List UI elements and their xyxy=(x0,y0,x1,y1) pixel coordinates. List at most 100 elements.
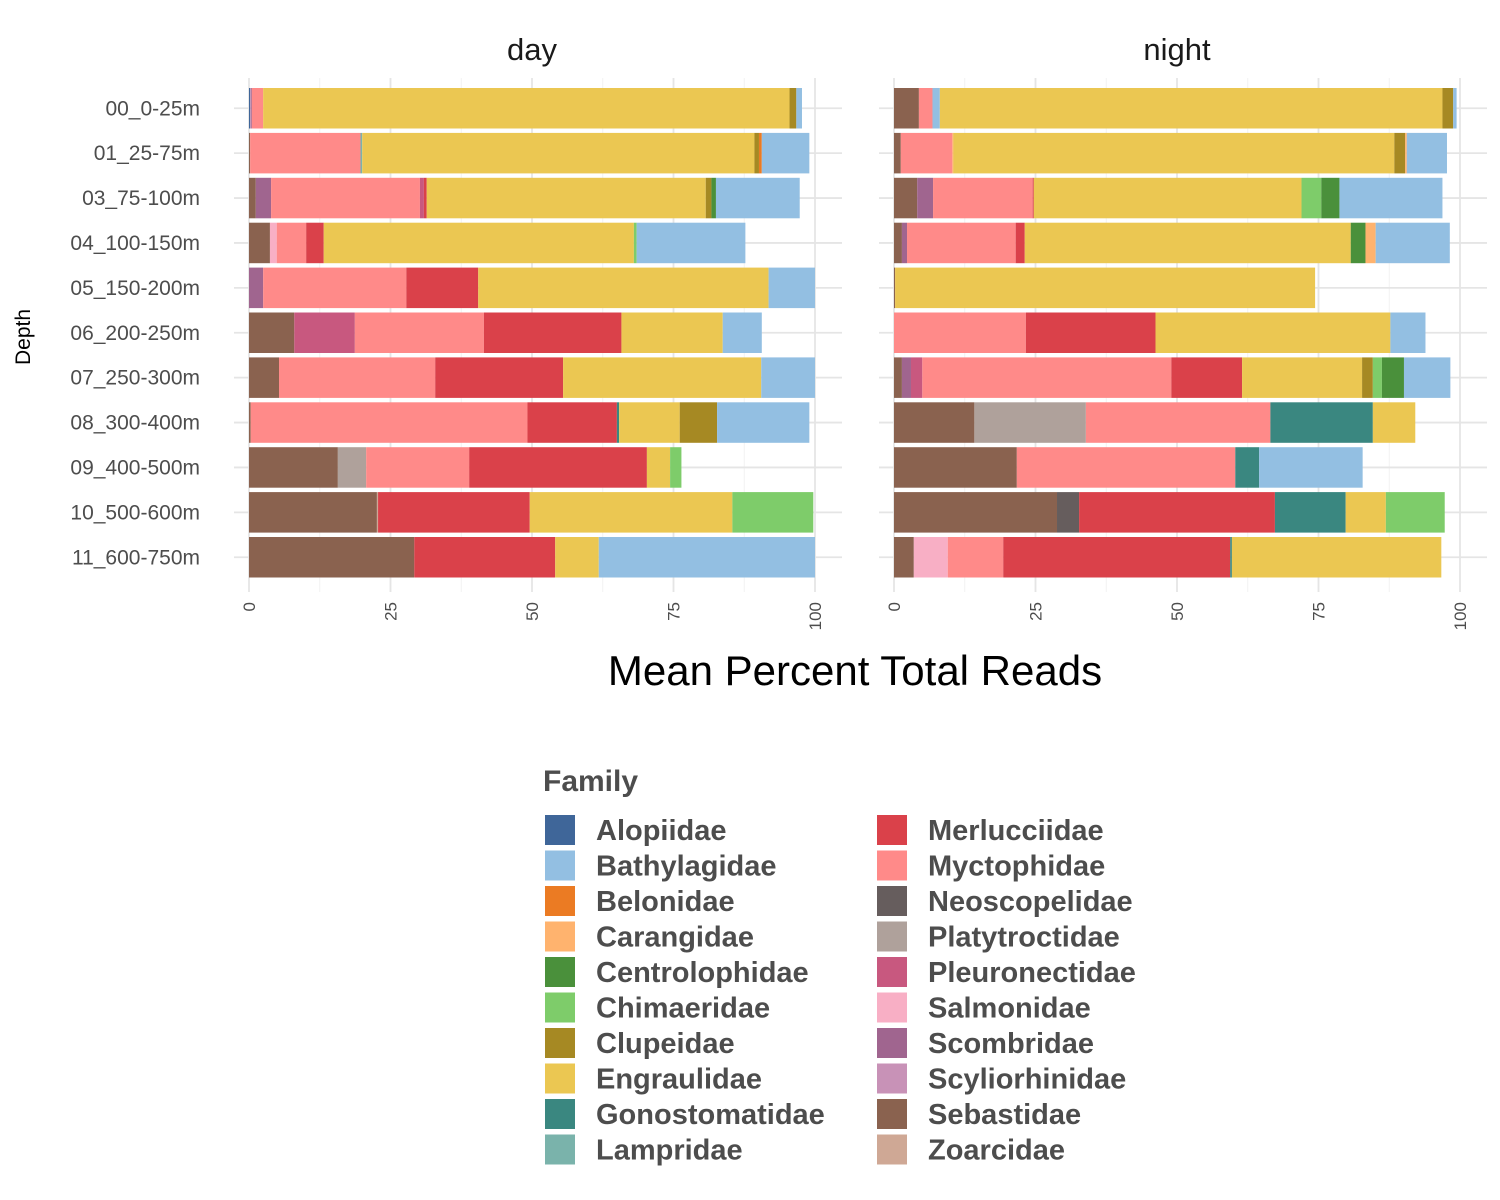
bar-segment-engraulidae xyxy=(619,402,680,443)
x-tick-label: 100 xyxy=(806,602,825,630)
bar-segment-merlucciidae xyxy=(1032,177,1034,219)
legend-label-bathylagidae: Bathylagidae xyxy=(596,851,777,883)
x-tick-label: 50 xyxy=(1168,602,1187,621)
bar-segment-sebastidae xyxy=(894,267,896,309)
bar-segment-myctophidae xyxy=(1016,447,1236,488)
bar-segment-engraulidae xyxy=(1242,357,1363,398)
legend-label-scombridae: Scombridae xyxy=(928,1028,1094,1060)
legend-label-clupeidae: Clupeidae xyxy=(596,1028,735,1060)
legend-label-engraulidae: Engraulidae xyxy=(596,1064,762,1096)
legend-key-clupeidae xyxy=(545,1028,575,1058)
bar-segment-bathylagidae xyxy=(1406,132,1447,174)
x-tick-label: 75 xyxy=(665,602,684,621)
bar-segment-scombridae xyxy=(917,177,934,219)
bar-segment-myctophidae xyxy=(366,447,470,488)
facet-title-day: day xyxy=(507,32,557,67)
bar-segment-merlucciidae xyxy=(414,537,556,578)
bar-segment-engraulidae xyxy=(939,88,1443,129)
x-tick-label: 50 xyxy=(523,602,542,621)
legend-key-chimaeridae xyxy=(545,992,575,1023)
bar-segment-sebastidae xyxy=(249,492,377,533)
labels-layer: 0 25 50 75 100 day 0 25 50 75 100 night 00_0-25m 01_2… xyxy=(70,32,1470,630)
bar-segment-chimaeridae xyxy=(732,492,814,533)
legend-label-myctophidae: Myctophidae xyxy=(928,851,1105,883)
bar-segment-scombridae xyxy=(255,177,272,219)
bar-segment-merlucciidae xyxy=(1003,537,1231,578)
legend-key-lampridae xyxy=(545,1134,575,1165)
bar-segment-sebastidae xyxy=(249,402,251,443)
legend-key-zoarcidae xyxy=(877,1134,907,1165)
bar-segment-bathylagidae xyxy=(636,222,746,264)
legend-key-engraulidae xyxy=(545,1063,575,1094)
bar-segment-engraulidae xyxy=(362,132,755,174)
bar-segment-bathylagidae xyxy=(761,132,810,174)
bar-segment-bathylagidae xyxy=(1390,312,1426,353)
y-tick-label: 06_200-250m xyxy=(70,322,200,345)
bar-segment-centrolophidae xyxy=(1350,222,1366,264)
bar-segment-merlucciidae xyxy=(435,357,564,398)
legend-key-alopiidae xyxy=(545,815,575,845)
legend-label-gonostomatidae: Gonostomatidae xyxy=(596,1099,825,1131)
legend-label-sebastidae: Sebastidae xyxy=(928,1099,1081,1131)
bar-segment-sebastidae xyxy=(894,537,914,578)
bar-segment-myctophidae xyxy=(276,222,307,264)
bar-segment-bathylagidae xyxy=(1453,88,1457,129)
bar-segment-pleuronectidae xyxy=(419,177,424,219)
legend-label-neoscopelidae: Neoscopelidae xyxy=(928,886,1133,918)
legend-key-myctophidae xyxy=(877,850,907,881)
bar-segment-centrolophidae xyxy=(711,177,716,219)
bars-layer xyxy=(249,88,1457,578)
bar-segment-merlucciidae xyxy=(406,267,479,309)
bar-segment-sebastidae xyxy=(894,88,919,129)
bar-segment-myctophidae xyxy=(271,177,420,219)
bar-segment-gonostomatidae xyxy=(1270,402,1373,443)
bar-segment-clupeidae xyxy=(1394,132,1406,174)
x-axis-title: Mean Percent Total Reads xyxy=(608,647,1102,694)
y-tick-label: 09_400-500m xyxy=(70,456,200,479)
x-tick-label: 100 xyxy=(1451,602,1470,630)
bar-segment-merlucciidae xyxy=(1171,357,1243,398)
x-tick-label: 25 xyxy=(382,602,401,621)
bar-segment-sebastidae xyxy=(894,402,975,443)
y-tick-label: 10_500-600m xyxy=(70,501,200,524)
x-tick-label: 0 xyxy=(240,602,259,611)
bar-segment-sebastidae xyxy=(249,132,251,174)
bar-segment-merlucciidae xyxy=(306,222,324,264)
bar-segment-myctophidae xyxy=(922,357,1172,398)
bar-segment-engraulidae xyxy=(1231,537,1442,578)
legend-label-lampridae: Lampridae xyxy=(596,1135,743,1167)
legend-key-salmonidae xyxy=(877,992,907,1023)
bar-segment-zoarcidae xyxy=(376,492,379,533)
bar-segment-gonostomatidae xyxy=(616,402,620,443)
legend-title: Family xyxy=(543,765,638,798)
bar-segment-engraulidae xyxy=(426,177,706,219)
x-tick-label: 25 xyxy=(1027,602,1046,621)
bar-segment-myctophidae xyxy=(251,88,264,129)
bar-segment-engraulidae xyxy=(323,222,634,264)
bar-segment-sebastidae xyxy=(894,222,902,264)
bar-segment-myctophidae xyxy=(918,88,933,129)
bar-segment-chimaeridae xyxy=(1372,357,1382,398)
legend-label-pleuronectidae: Pleuronectidae xyxy=(928,957,1136,989)
bar-segment-scombridae xyxy=(901,222,908,264)
y-tick-label: 11_600-750m xyxy=(72,546,200,569)
bar-segment-engraulidae xyxy=(263,88,790,129)
bar-segment-sebastidae xyxy=(894,492,1058,533)
bar-segment-engraulidae xyxy=(563,357,762,398)
bar-segment-alopiidae xyxy=(249,88,251,129)
legend-key-sebastidae xyxy=(877,1099,907,1129)
bar-segment-engraulidae xyxy=(1033,177,1302,219)
bar-segment-myctophidae xyxy=(250,132,361,174)
bar-segment-chimaeridae xyxy=(633,222,637,264)
bar-segment-carangidae xyxy=(1365,222,1376,264)
bar-segment-myctophidae xyxy=(894,312,1026,353)
bar-segment-sebastidae xyxy=(249,177,256,219)
legend-label-centrolophidae: Centrolophidae xyxy=(596,957,809,989)
legend-label-platytroctidae: Platytroctidae xyxy=(928,922,1120,954)
bar-segment-bathylagidae xyxy=(768,267,815,309)
bar-segment-sebastidae xyxy=(249,222,270,264)
bar-segment-engraulidae xyxy=(1345,492,1386,533)
bar-segment-scyliorhinidae xyxy=(250,88,251,129)
bar-segment-sebastidae xyxy=(894,447,1017,488)
